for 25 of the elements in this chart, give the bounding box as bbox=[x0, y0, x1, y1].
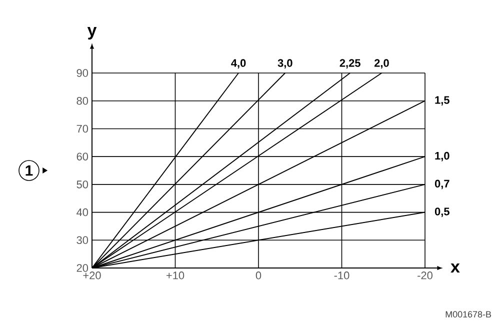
series-label: 1,5 bbox=[435, 96, 450, 106]
y-tick-label: 40 bbox=[76, 208, 88, 216]
y-tick-label: 90 bbox=[76, 69, 88, 77]
series-label: 2,0 bbox=[374, 59, 389, 68]
x-tick-label: +10 bbox=[166, 272, 184, 280]
series-label: 4,0 bbox=[231, 59, 246, 68]
y-tick-label: 70 bbox=[76, 124, 88, 133]
y-axis-title: y bbox=[87, 27, 97, 40]
x-tick-label: +20 bbox=[83, 272, 101, 280]
text: 1 bbox=[26, 165, 33, 176]
x-axis-title: x bbox=[450, 264, 460, 272]
x-tick-label: -10 bbox=[334, 272, 350, 280]
series-label: 2,25 bbox=[340, 59, 360, 68]
series-label: 0,7 bbox=[434, 180, 450, 190]
x-tick-label: -20 bbox=[418, 272, 432, 280]
series-label: 3,0 bbox=[278, 59, 292, 68]
series-label: 1,0 bbox=[435, 152, 450, 162]
y-tick-label: 50 bbox=[76, 180, 88, 188]
y-tick-label: 60 bbox=[76, 152, 88, 160]
series-label: 0,5 bbox=[434, 208, 450, 217]
text: M001678-B bbox=[446, 311, 492, 318]
y-tick-label: 20 bbox=[76, 264, 88, 272]
y-tick-label: 30 bbox=[76, 236, 88, 244]
x-tick-label: 0 bbox=[256, 272, 262, 280]
y-tick-label: 80 bbox=[76, 96, 88, 105]
